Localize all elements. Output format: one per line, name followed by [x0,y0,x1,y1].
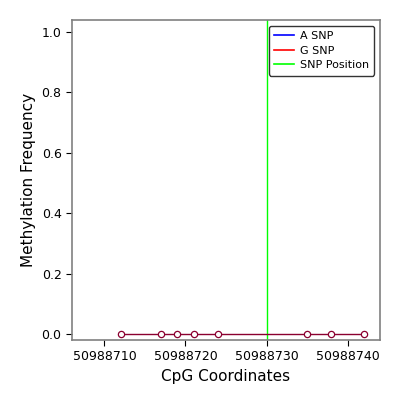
Y-axis label: Methylation Frequency: Methylation Frequency [21,93,36,267]
Legend: A SNP, G SNP, SNP Position: A SNP, G SNP, SNP Position [269,26,374,76]
X-axis label: CpG Coordinates: CpG Coordinates [162,369,290,384]
